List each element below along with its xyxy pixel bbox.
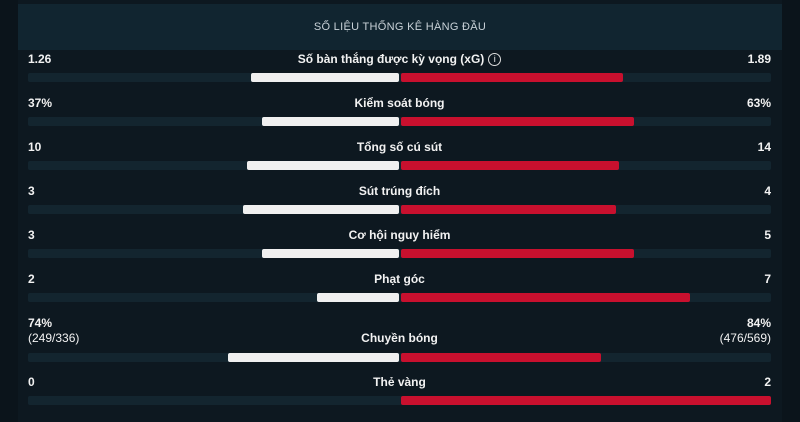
home-bar bbox=[261, 117, 399, 126]
stat-label: Thẻ vàng bbox=[373, 375, 426, 389]
away-bar bbox=[401, 73, 623, 82]
away-bar bbox=[401, 117, 635, 126]
home-bar bbox=[317, 293, 399, 302]
stat-row: 1.26 1.89 Số bàn thắng được kỳ vọng (xG) i bbox=[28, 52, 771, 92]
away-value: 14 bbox=[757, 140, 771, 154]
stat-row: 10 14 Tổng số cú sút bbox=[28, 140, 771, 180]
away-bar bbox=[401, 353, 601, 362]
away-value: 84% (476/569) bbox=[719, 316, 771, 345]
stat-bar-track bbox=[28, 117, 771, 126]
stat-bar-track bbox=[28, 396, 771, 405]
home-value: 37% bbox=[28, 96, 53, 110]
stat-bar-track bbox=[28, 293, 771, 302]
stat-row: 3 5 Cơ hội nguy hiểm bbox=[28, 228, 771, 268]
away-bar bbox=[401, 396, 771, 405]
home-bar bbox=[243, 205, 399, 214]
stat-label: Cơ hội nguy hiểm bbox=[348, 228, 451, 242]
home-value: 3 bbox=[28, 228, 35, 242]
away-value: 2 bbox=[764, 375, 771, 389]
away-value: 4 bbox=[764, 184, 771, 198]
home-bar bbox=[250, 73, 399, 82]
stat-label: Kiểm soát bóng bbox=[354, 96, 445, 110]
stat-label: Số bàn thắng được kỳ vọng (xG) i bbox=[28, 52, 771, 67]
home-value: 3 bbox=[28, 184, 35, 198]
home-value: 10 bbox=[28, 140, 42, 154]
stat-row: 0 2 Thẻ vàng bbox=[28, 375, 771, 415]
away-bar bbox=[401, 293, 690, 302]
top-stats-panel: SỐ LIỆU THỐNG KÊ HÀNG ĐẦU 1.26 1.89 Số bàn… bbox=[18, 0, 782, 422]
home-value: 1.26 bbox=[28, 52, 52, 66]
home-bar bbox=[261, 249, 399, 258]
stat-bar-track bbox=[28, 249, 771, 258]
stat-label: Tổng số cú sút bbox=[356, 140, 443, 154]
panel-header: SỐ LIỆU THỐNG KÊ HÀNG ĐẦU bbox=[18, 4, 782, 50]
stat-bar-track bbox=[28, 73, 771, 82]
home-value: 2 bbox=[28, 272, 35, 286]
panel-title: SỐ LIỆU THỐNG KÊ HÀNG ĐẦU bbox=[313, 21, 487, 33]
stat-row: 37% 63% Kiểm soát bóng bbox=[28, 96, 771, 136]
away-bar bbox=[401, 161, 620, 170]
stat-bar-track bbox=[28, 205, 771, 214]
away-bar bbox=[401, 205, 616, 214]
away-value: 5 bbox=[764, 228, 771, 242]
away-value: 7 bbox=[764, 272, 771, 286]
home-bar bbox=[228, 353, 399, 362]
stat-label: Chuyền bóng bbox=[361, 331, 438, 345]
home-value: 0 bbox=[28, 375, 35, 389]
stat-row: 74% (249/336) 84% (476/569) Chuyền bóng bbox=[28, 316, 771, 362]
stat-bar-track bbox=[28, 353, 771, 362]
away-bar bbox=[401, 249, 635, 258]
stat-bar-track bbox=[28, 161, 771, 170]
stat-label: Phạt góc bbox=[374, 272, 425, 286]
away-value: 1.89 bbox=[747, 52, 771, 66]
info-icon[interactable]: i bbox=[488, 53, 502, 67]
home-value: 74% (249/336) bbox=[28, 316, 80, 345]
stat-row: 2 7 Phạt góc bbox=[28, 272, 771, 312]
home-bar bbox=[246, 161, 399, 170]
stat-label: Sút trúng đích bbox=[358, 184, 441, 198]
away-value: 63% bbox=[746, 96, 771, 110]
stat-row: 3 4 Sút trúng đích bbox=[28, 184, 771, 224]
